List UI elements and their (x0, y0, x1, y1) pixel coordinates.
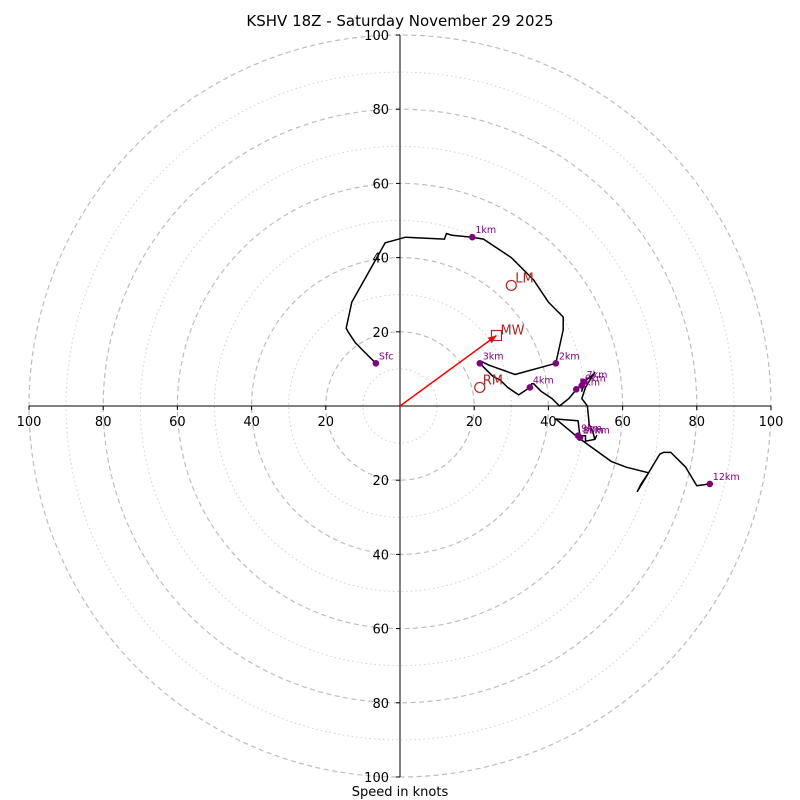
height-point (706, 480, 714, 488)
tick-label-bottom: 20 (372, 474, 389, 489)
tick-label-bottom: 80 (372, 697, 389, 712)
mean-wind-arrow (399, 334, 497, 407)
height-point (469, 233, 476, 241)
height-point (572, 386, 580, 393)
tick-label-right: 80 (689, 415, 706, 430)
tick-label-left: 80 (95, 415, 112, 430)
height-point (526, 384, 534, 391)
storm-motion-markers: MW LM RM (399, 271, 534, 407)
tick-label-top: 20 (372, 326, 389, 341)
tick-label-right: 20 (466, 415, 483, 430)
height-point (476, 360, 484, 367)
height-label: 3km (483, 351, 504, 362)
hodograph-trace (345, 232, 710, 493)
mw-label: MW (500, 324, 524, 339)
height-label: 12km (713, 472, 740, 483)
height-label: 4km (533, 375, 554, 386)
height-label: 2km (559, 351, 580, 362)
chart-title: KSHV 18Z - Saturday November 29 2025 (246, 12, 553, 30)
tick-label-right: 100 (759, 415, 784, 430)
tick-labels: 20 40 60 80 100 20 40 60 80 100 100 80 60 40 20 20 40 60 8… (17, 29, 784, 786)
tick-label-top: 40 (372, 252, 389, 267)
lm-label: LM (515, 271, 533, 286)
tick-label-top: 80 (372, 103, 389, 118)
height-label: 9km (581, 424, 602, 435)
lm-marker (505, 279, 517, 292)
height-label: 7km (587, 370, 608, 381)
tick-label-left: 60 (169, 415, 186, 430)
tick-label-left: 40 (243, 415, 260, 430)
arrow-head (487, 335, 497, 344)
tick-label-right: 60 (614, 415, 631, 430)
mw-marker (490, 329, 503, 342)
rm-label: RM (483, 373, 503, 388)
tick-label-left: 20 (318, 415, 335, 430)
hodograph-line (345, 232, 710, 493)
height-point (372, 360, 380, 367)
height-label: 10km (583, 426, 610, 437)
height-label: 8km (583, 426, 604, 437)
height-label: 6km (585, 374, 606, 385)
tick-label-top: 60 (372, 177, 389, 192)
height-point (580, 378, 587, 386)
tick-label-bottom: 100 (364, 771, 389, 786)
tick-label-bottom: 40 (372, 548, 389, 563)
height-point (552, 360, 560, 367)
height-label: Sfc (379, 351, 394, 362)
tick-label-bottom: 60 (372, 623, 389, 638)
height-label: 1km (475, 225, 496, 236)
tick-label-top: 100 (364, 29, 389, 44)
height-point (576, 434, 584, 441)
tick-label-right: 40 (540, 415, 557, 430)
rm-marker (474, 381, 486, 394)
height-label: 5km (579, 377, 600, 388)
x-axis-label: Speed in knots (352, 785, 449, 800)
tick-label-left: 100 (17, 415, 42, 430)
